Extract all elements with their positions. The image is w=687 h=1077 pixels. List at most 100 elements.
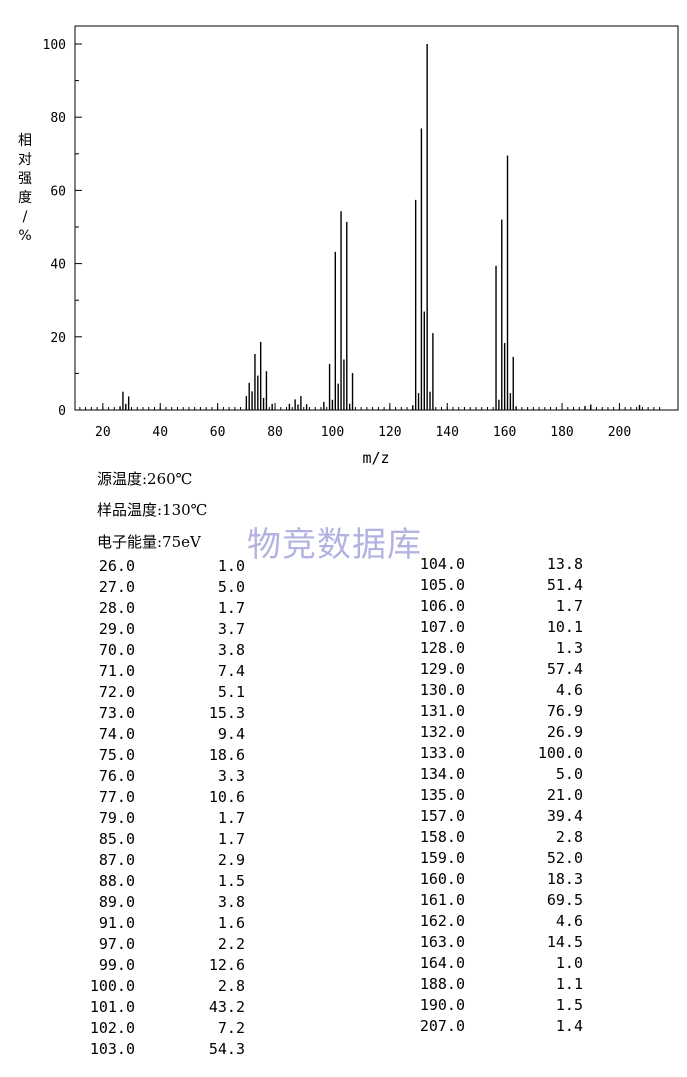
intensity-value: 43.2 bbox=[208, 998, 245, 1016]
mz-value: 97.0 bbox=[98, 935, 135, 953]
table-row: 79.0 1.7 bbox=[60, 809, 260, 827]
table-row: 131.0 76.9 bbox=[390, 702, 590, 720]
table-row: 27.0 5.0 bbox=[60, 578, 260, 596]
sample-temperature: 样品温度:130℃ bbox=[97, 501, 208, 519]
mz-value: 79.0 bbox=[98, 809, 135, 827]
x-tick-label: 20 bbox=[95, 425, 111, 440]
mz-value: 100.0 bbox=[89, 977, 135, 995]
y-tick-label: 100 bbox=[43, 38, 66, 53]
table-row: 102.0 7.2 bbox=[60, 1019, 260, 1037]
intensity-value: 54.3 bbox=[208, 1040, 245, 1058]
mz-value: 99.0 bbox=[98, 956, 135, 974]
table-row: 100.0 2.8 bbox=[60, 977, 260, 995]
table-row: 75.0 18.6 bbox=[60, 746, 260, 764]
table-row: 88.0 1.5 bbox=[60, 872, 260, 890]
table-row: 157.0 39.4 bbox=[390, 807, 590, 825]
mz-value: 76.0 bbox=[98, 767, 135, 785]
intensity-value: 3.8 bbox=[217, 893, 245, 911]
table-row: 91.0 1.6 bbox=[60, 914, 260, 932]
mz-value: 87.0 bbox=[98, 851, 135, 869]
y-tick-label: 40 bbox=[50, 258, 66, 273]
table-row: 72.0 5.1 bbox=[60, 683, 260, 701]
mz-value: 71.0 bbox=[98, 662, 135, 680]
mz-value: 70.0 bbox=[98, 641, 135, 659]
mz-value: 163.0 bbox=[419, 933, 465, 951]
table-row: 164.0 1.0 bbox=[390, 954, 590, 972]
mz-value: 190.0 bbox=[419, 996, 465, 1014]
y-tick-label: 0 bbox=[58, 404, 66, 419]
mz-value: 89.0 bbox=[98, 893, 135, 911]
table-row: 101.0 43.2 bbox=[60, 998, 260, 1016]
mz-value: 164.0 bbox=[419, 954, 465, 972]
mz-value: 129.0 bbox=[419, 660, 465, 678]
table-row: 87.0 2.9 bbox=[60, 851, 260, 869]
mz-value: 134.0 bbox=[419, 765, 465, 783]
mz-value: 131.0 bbox=[419, 702, 465, 720]
mz-value: 72.0 bbox=[98, 683, 135, 701]
mz-value: 132.0 bbox=[419, 723, 465, 741]
table-row: 26.0 1.0 bbox=[60, 557, 260, 575]
table-row: 89.0 3.8 bbox=[60, 893, 260, 911]
table-row: 71.0 7.4 bbox=[60, 662, 260, 680]
table-row: 77.0 10.6 bbox=[60, 788, 260, 806]
table-row: 207.0 1.4 bbox=[390, 1017, 590, 1035]
table-row: 134.0 5.0 bbox=[390, 765, 590, 783]
x-tick-label: 120 bbox=[378, 425, 401, 440]
intensity-value: 51.4 bbox=[546, 576, 583, 594]
table-row: 133.0 100.0 bbox=[390, 744, 590, 762]
mz-value: 85.0 bbox=[98, 830, 135, 848]
intensity-value: 57.4 bbox=[546, 660, 583, 678]
intensity-value: 76.9 bbox=[546, 702, 583, 720]
y-axis-label-char: 相 bbox=[18, 133, 32, 149]
peak-bars bbox=[119, 44, 641, 410]
y-axis-label-char: 强 bbox=[18, 171, 32, 187]
intensity-value: 26.9 bbox=[546, 723, 583, 741]
table-row: 76.0 3.3 bbox=[60, 767, 260, 785]
intensity-value: 3.7 bbox=[217, 620, 245, 638]
intensity-value: 1.5 bbox=[217, 872, 245, 890]
table-row: 159.0 52.0 bbox=[390, 849, 590, 867]
table-row: 162.0 4.6 bbox=[390, 912, 590, 930]
intensity-value: 2.8 bbox=[555, 828, 583, 846]
table-row: 106.0 1.7 bbox=[390, 597, 590, 615]
intensity-value: 4.6 bbox=[555, 912, 583, 930]
mz-value: 77.0 bbox=[98, 788, 135, 806]
table-row: 158.0 2.8 bbox=[390, 828, 590, 846]
mz-value: 102.0 bbox=[89, 1019, 135, 1037]
table-row: 161.0 69.5 bbox=[390, 891, 590, 909]
x-tick-label: 160 bbox=[493, 425, 516, 440]
minor-ticks bbox=[75, 80, 661, 410]
mz-value: 28.0 bbox=[98, 599, 135, 617]
table-row: 132.0 26.9 bbox=[390, 723, 590, 741]
intensity-value: 2.2 bbox=[217, 935, 245, 953]
intensity-value: 15.3 bbox=[208, 704, 245, 722]
x-axis-label: m/z bbox=[362, 449, 389, 467]
intensity-value: 1.7 bbox=[217, 809, 245, 827]
intensity-value: 1.1 bbox=[555, 975, 583, 993]
watermark-logo: 物竞数据库 bbox=[247, 525, 422, 565]
intensity-value: 21.0 bbox=[546, 786, 583, 804]
mz-value: 29.0 bbox=[98, 620, 135, 638]
mz-value: 73.0 bbox=[98, 704, 135, 722]
electron-energy: 电子能量:75eV bbox=[97, 533, 201, 551]
y-tick-label: 60 bbox=[50, 184, 66, 199]
mz-value: 106.0 bbox=[419, 597, 465, 615]
table-row: 129.0 57.4 bbox=[390, 660, 590, 678]
intensity-value: 1.7 bbox=[217, 830, 245, 848]
y-tick-label: 20 bbox=[50, 331, 66, 346]
intensity-value: 1.5 bbox=[555, 996, 583, 1014]
y-axis-label-char: % bbox=[18, 228, 31, 244]
intensity-value: 18.3 bbox=[546, 870, 583, 888]
intensity-value: 39.4 bbox=[546, 807, 583, 825]
intensity-value: 1.4 bbox=[555, 1017, 583, 1035]
intensity-value: 52.0 bbox=[546, 849, 583, 867]
y-tick-label: 80 bbox=[50, 111, 66, 126]
mz-value: 107.0 bbox=[419, 618, 465, 636]
intensity-value: 5.0 bbox=[217, 578, 245, 596]
intensity-value: 2.8 bbox=[217, 977, 245, 995]
table-row: 28.0 1.7 bbox=[60, 599, 260, 617]
intensity-value: 1.7 bbox=[555, 597, 583, 615]
y-axis-label-char: / bbox=[23, 209, 28, 225]
mz-value: 161.0 bbox=[419, 891, 465, 909]
